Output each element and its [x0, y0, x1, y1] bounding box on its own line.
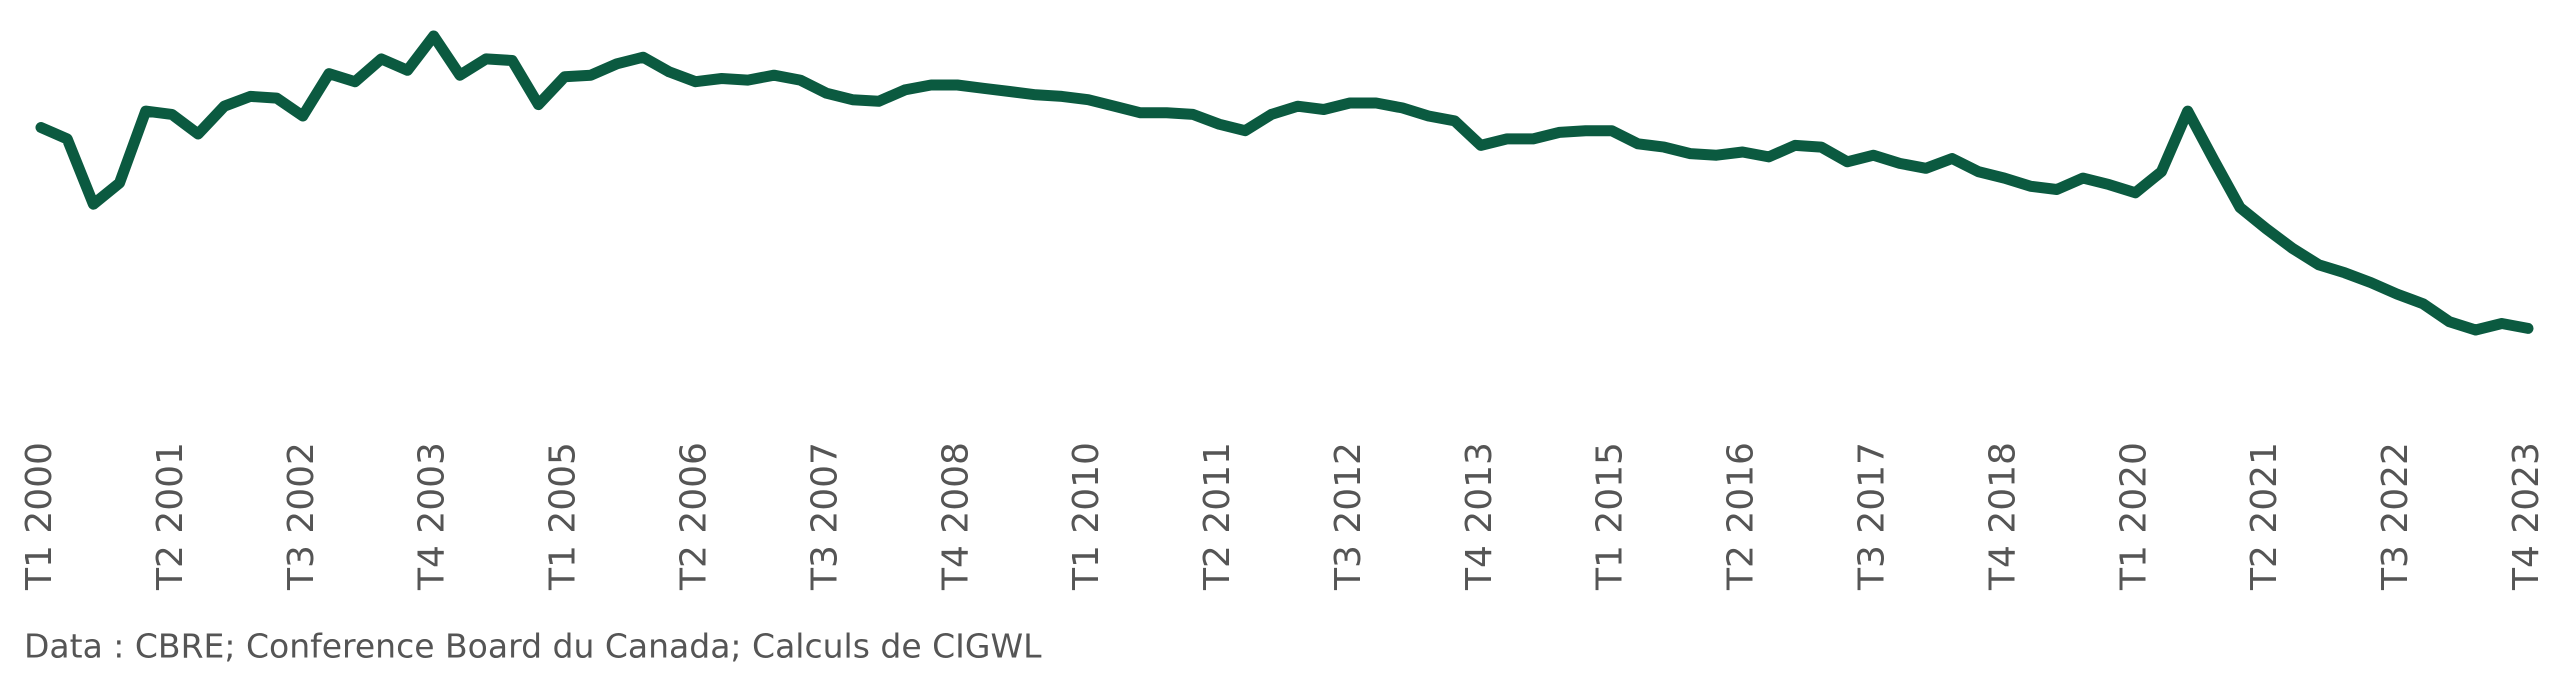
x-tick-label: T1 2010	[1066, 442, 1107, 591]
x-tick-label: T3 2012	[1328, 442, 1369, 591]
x-tick-label: T1 2005	[543, 442, 584, 591]
x-tick-label: T2 2001	[150, 442, 191, 591]
data-line	[35, 30, 2534, 336]
x-tick-label: T4 2023	[2506, 442, 2547, 591]
x-tick-label: T3 2002	[281, 442, 322, 591]
x-tick-label: T3 2022	[2375, 442, 2416, 591]
x-tick-label: T2 2011	[1197, 442, 1238, 591]
x-tick-label: T2 2021	[2244, 442, 2285, 591]
x-tick-label: T4 2008	[935, 442, 976, 591]
x-tick-label: T4 2013	[1459, 442, 1500, 591]
x-tick-label: T3 2017	[1852, 442, 1893, 591]
source-note: Data : CBRE; Conference Board du Canada;…	[24, 627, 1042, 666]
x-tick-label: T1 2000	[19, 442, 60, 591]
x-tick-label: T2 2016	[1721, 442, 1762, 591]
x-tick-label: T4 2003	[412, 442, 453, 591]
x-tick-label: T4 2018	[1982, 442, 2023, 591]
x-tick-label: T2 2006	[673, 442, 714, 591]
x-tick-label: T1 2020	[2113, 442, 2154, 591]
x-tick-label: T3 2007	[804, 442, 845, 591]
x-tick-label: T1 2015	[1590, 442, 1631, 591]
